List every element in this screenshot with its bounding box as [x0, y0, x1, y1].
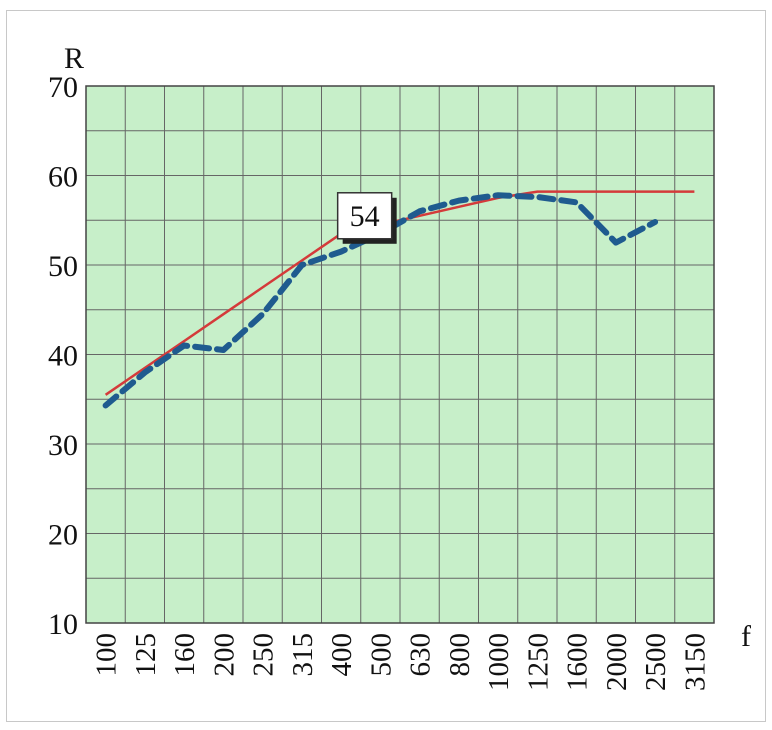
x-tick-label: 100 — [91, 633, 123, 677]
y-axis-label: R — [64, 42, 84, 75]
y-tick-label: 20 — [48, 519, 78, 552]
x-tick-label: 315 — [287, 633, 319, 677]
x-tick-label: 1600 — [562, 633, 594, 691]
x-tick-label: 160 — [169, 633, 201, 677]
x-tick-label: 3150 — [679, 633, 711, 691]
x-tick-label: 630 — [405, 633, 437, 677]
annotation-box — [336, 192, 393, 240]
chart-frame — [6, 10, 766, 722]
x-tick-label: 1250 — [522, 633, 554, 691]
x-tick-label: 400 — [326, 633, 358, 677]
y-tick-label: 50 — [48, 250, 78, 283]
x-tick-label: 125 — [130, 633, 162, 677]
y-tick-label: 10 — [48, 608, 78, 641]
x-tick-label: 1000 — [483, 633, 515, 691]
plot-layer: 10 20 30 40 50 60 70 100 125 160 200 250 315 400 500 63… — [48, 71, 715, 691]
y-tick-label: 60 — [48, 161, 78, 194]
y-tick-label: 70 — [48, 71, 78, 104]
x-tick-label: 250 — [248, 633, 280, 677]
plot-border — [85, 85, 715, 624]
y-tick-label: 30 — [48, 429, 78, 462]
x-tick-label: 800 — [444, 633, 476, 677]
x-axis-label: f — [741, 620, 751, 653]
x-tick-label: 2500 — [640, 633, 672, 691]
y-tick-label: 40 — [48, 340, 78, 373]
x-tick-label: 2000 — [601, 633, 633, 691]
x-tick-label: 500 — [365, 633, 397, 677]
annotation-label: 54 — [350, 200, 380, 233]
x-tick-label: 200 — [208, 633, 240, 677]
